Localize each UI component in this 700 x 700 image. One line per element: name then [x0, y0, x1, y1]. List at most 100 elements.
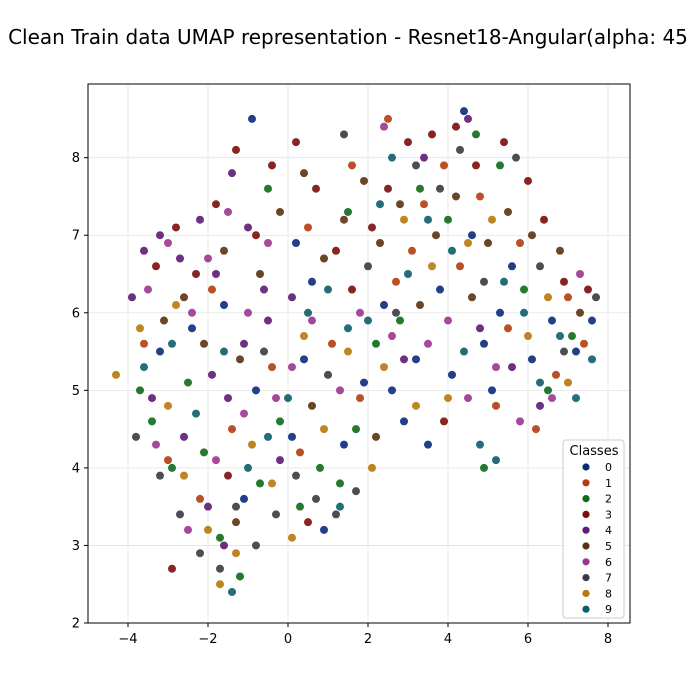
data-point — [564, 378, 572, 387]
data-point — [360, 176, 368, 185]
series-class-7 — [132, 130, 600, 573]
data-point — [516, 238, 524, 247]
data-point — [440, 161, 448, 170]
data-point — [180, 471, 188, 480]
data-point — [140, 363, 148, 372]
data-point — [204, 502, 212, 511]
data-point — [412, 401, 420, 410]
data-point — [208, 285, 216, 294]
series-class-3 — [152, 122, 592, 573]
data-point — [428, 262, 436, 271]
data-point — [300, 169, 308, 178]
data-point — [172, 301, 180, 310]
data-point — [288, 363, 296, 372]
data-point — [524, 176, 532, 185]
data-point — [336, 386, 344, 395]
data-point — [136, 324, 144, 333]
data-point — [296, 502, 304, 511]
data-point — [216, 533, 224, 542]
data-point — [236, 572, 244, 581]
data-point — [464, 238, 472, 247]
data-point — [400, 215, 408, 224]
y-tick-label: 2 — [72, 617, 80, 632]
data-point — [500, 138, 508, 147]
data-point — [592, 293, 600, 302]
data-point — [576, 270, 584, 279]
data-point — [184, 378, 192, 387]
data-point — [308, 277, 316, 286]
data-point — [152, 262, 160, 271]
x-axis: −4 −2 0 2 4 6 8 — [118, 623, 612, 647]
data-point — [288, 432, 296, 441]
data-point — [544, 293, 552, 302]
data-point — [244, 308, 252, 317]
data-point — [276, 456, 284, 465]
data-point — [300, 332, 308, 341]
data-point — [292, 238, 300, 247]
data-point — [148, 417, 156, 426]
data-point — [304, 223, 312, 232]
data-point — [156, 231, 164, 240]
data-point — [336, 502, 344, 511]
data-point — [456, 145, 464, 154]
data-point — [588, 355, 596, 364]
data-point — [180, 293, 188, 302]
data-point — [112, 370, 120, 379]
data-point — [436, 285, 444, 294]
data-point — [436, 184, 444, 193]
data-point — [480, 277, 488, 286]
data-point — [452, 122, 460, 131]
data-point — [236, 355, 244, 364]
series-class-0 — [156, 107, 596, 534]
data-point — [584, 285, 592, 294]
data-point — [220, 347, 228, 356]
data-point — [460, 347, 468, 356]
data-point — [268, 161, 276, 170]
x-tick-label: 4 — [444, 632, 452, 647]
legend-marker — [582, 589, 590, 598]
data-point — [156, 347, 164, 356]
data-point — [260, 285, 268, 294]
data-point — [412, 161, 420, 170]
scatter-points — [112, 107, 600, 596]
data-point — [264, 316, 272, 325]
data-point — [256, 479, 264, 488]
data-point — [264, 184, 272, 193]
data-point — [420, 153, 428, 162]
data-point — [404, 138, 412, 147]
data-point — [456, 262, 464, 271]
data-point — [144, 285, 152, 294]
data-point — [268, 363, 276, 372]
data-point — [140, 246, 148, 255]
data-point — [244, 223, 252, 232]
data-point — [320, 525, 328, 534]
data-point — [220, 246, 228, 255]
data-point — [508, 363, 516, 372]
series-class-5 — [160, 169, 584, 527]
data-point — [368, 463, 376, 472]
data-point — [320, 254, 328, 263]
y-tick-label: 4 — [72, 461, 80, 476]
data-point — [556, 332, 564, 341]
data-point — [264, 432, 272, 441]
data-point — [476, 440, 484, 449]
data-point — [548, 394, 556, 403]
data-point — [536, 378, 544, 387]
legend-label: 6 — [605, 556, 612, 569]
data-point — [528, 231, 536, 240]
data-point — [252, 231, 260, 240]
data-point — [536, 262, 544, 271]
data-point — [156, 471, 164, 480]
data-point — [244, 463, 252, 472]
data-point — [384, 114, 392, 123]
data-point — [460, 107, 468, 116]
data-point — [316, 463, 324, 472]
data-point — [368, 223, 376, 232]
data-point — [340, 440, 348, 449]
data-point — [232, 502, 240, 511]
data-point — [396, 200, 404, 209]
data-point — [572, 394, 580, 403]
data-point — [540, 215, 548, 224]
data-point — [344, 347, 352, 356]
data-point — [512, 153, 520, 162]
